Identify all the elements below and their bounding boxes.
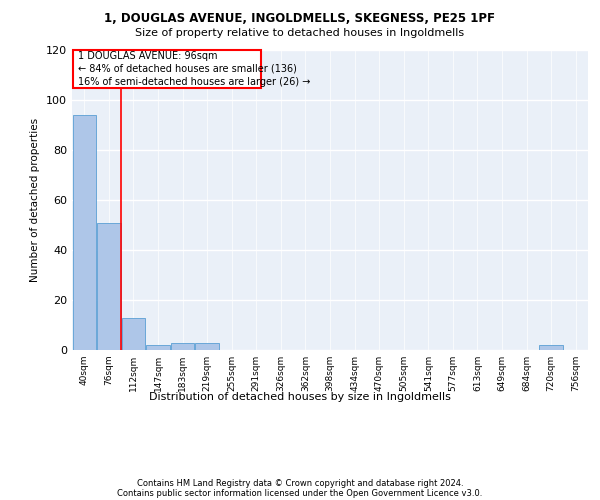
Text: Size of property relative to detached houses in Ingoldmells: Size of property relative to detached ho… bbox=[136, 28, 464, 38]
Bar bbox=[122, 318, 145, 350]
Text: 1 DOUGLAS AVENUE: 96sqm
← 84% of detached houses are smaller (136)
16% of semi-d: 1 DOUGLAS AVENUE: 96sqm ← 84% of detache… bbox=[78, 50, 311, 87]
Bar bbox=[146, 345, 170, 350]
Text: Distribution of detached houses by size in Ingoldmells: Distribution of detached houses by size … bbox=[149, 392, 451, 402]
Text: Contains HM Land Registry data © Crown copyright and database right 2024.: Contains HM Land Registry data © Crown c… bbox=[137, 478, 463, 488]
Bar bbox=[73, 115, 96, 350]
Bar bbox=[196, 342, 219, 350]
Y-axis label: Number of detached properties: Number of detached properties bbox=[31, 118, 40, 282]
Text: Contains public sector information licensed under the Open Government Licence v3: Contains public sector information licen… bbox=[118, 488, 482, 498]
Bar bbox=[171, 342, 194, 350]
Bar bbox=[539, 345, 563, 350]
Bar bbox=[73, 50, 261, 88]
Bar bbox=[97, 222, 121, 350]
Text: 1, DOUGLAS AVENUE, INGOLDMELLS, SKEGNESS, PE25 1PF: 1, DOUGLAS AVENUE, INGOLDMELLS, SKEGNESS… bbox=[104, 12, 496, 26]
